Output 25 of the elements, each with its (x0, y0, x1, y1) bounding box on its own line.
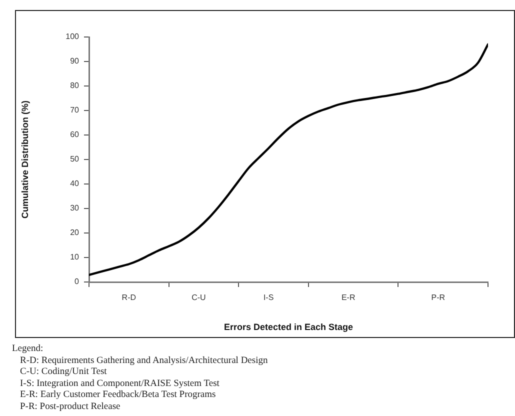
y-tick-label: 70 (70, 106, 80, 115)
y-tick-label: 60 (70, 130, 80, 140)
text: E-R: Early Customer Feedback/Beta Test Programs (19, 390, 217, 402)
y-tick-label: 100 (66, 32, 80, 42)
y-tick-label: 90 (70, 56, 80, 66)
text: R-D: Requirements Gathering and Analysis/Architectural Design (19, 356, 268, 367)
y-tick-label: 50 (70, 154, 80, 164)
x-tick-label: C-U (192, 293, 206, 302)
text: C-U: Coding/Unit Test (19, 367, 108, 378)
y-tick-label: 30 (70, 204, 80, 213)
y-axis-title: Cumulative Distribution (%) (20, 100, 30, 219)
x-tick-label: I-S (263, 293, 274, 302)
y-tick-label: 10 (70, 252, 80, 262)
line-series (89, 43, 488, 276)
x-tick-label: E-R (341, 293, 356, 302)
x-tick-label: P-R (431, 293, 446, 302)
x-axis-title: Errors Detected in Each Stage (224, 322, 354, 332)
x-tick-label: R-D (122, 293, 136, 302)
y-tick-label: 0 (74, 277, 80, 286)
text: I-S: Integration and Component/RAISE System Test (19, 378, 220, 390)
y-tick-label: 20 (70, 228, 80, 238)
text: Legend: (12, 344, 44, 356)
y-tick-label: 40 (70, 179, 80, 188)
y-tick-label: 80 (70, 81, 80, 90)
text: P-R: Post-product Release (19, 402, 122, 413)
